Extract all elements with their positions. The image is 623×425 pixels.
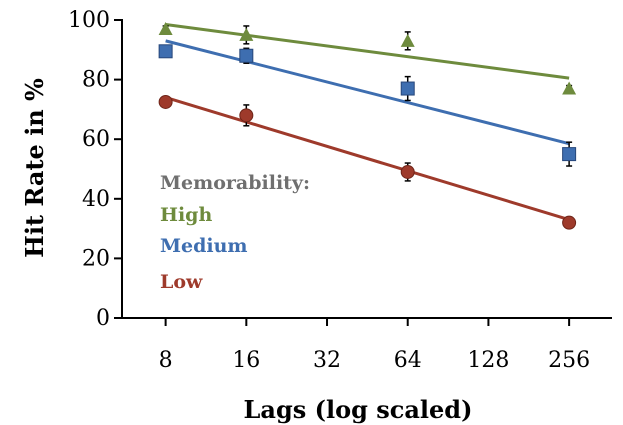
legend: Memorability: High Medium Low bbox=[160, 172, 310, 293]
marker-medium bbox=[239, 48, 254, 63]
marker-medium bbox=[158, 44, 173, 59]
legend-title: Memorability: bbox=[160, 172, 310, 194]
y-axis-title: Hit Rate in % bbox=[20, 78, 49, 258]
legend-item-low: Low bbox=[160, 271, 203, 293]
marker-medium bbox=[562, 147, 577, 162]
legend-item-medium: Medium bbox=[160, 235, 248, 257]
marker-low bbox=[239, 108, 254, 123]
marker-high bbox=[562, 81, 577, 95]
y-tick-label: 80 bbox=[82, 68, 110, 93]
marker-low bbox=[158, 94, 173, 109]
x-tick-label: 8 bbox=[159, 348, 173, 373]
x-tick-label: 16 bbox=[232, 348, 260, 373]
marker-medium bbox=[400, 81, 415, 96]
marker-high bbox=[239, 27, 254, 41]
marker-high bbox=[400, 33, 415, 47]
trend-line-low bbox=[165, 96, 570, 222]
trend-line-medium bbox=[165, 39, 570, 146]
x-tick-label: 256 bbox=[548, 348, 590, 373]
y-tick-label: 60 bbox=[82, 127, 110, 152]
legend-item-high: High bbox=[160, 204, 212, 226]
trend-line-high bbox=[165, 22, 570, 80]
data-markers bbox=[158, 21, 577, 230]
trend-lines bbox=[165, 22, 570, 222]
axes: 0 20 40 60 80 100 8 16 32 64 128 256 bbox=[68, 8, 612, 373]
x-tick-label: 64 bbox=[394, 348, 422, 373]
x-tick-label: 32 bbox=[313, 348, 341, 373]
x-axis-title: Lags (log scaled) bbox=[244, 395, 473, 424]
x-tick-label: 128 bbox=[467, 348, 509, 373]
marker-low bbox=[562, 215, 577, 230]
y-tick-label: 100 bbox=[68, 8, 110, 33]
y-tick-label: 0 bbox=[96, 306, 110, 331]
y-tick-label: 20 bbox=[82, 246, 110, 271]
marker-low bbox=[400, 164, 415, 179]
y-tick-label: 40 bbox=[82, 187, 110, 212]
marker-high bbox=[158, 21, 173, 35]
